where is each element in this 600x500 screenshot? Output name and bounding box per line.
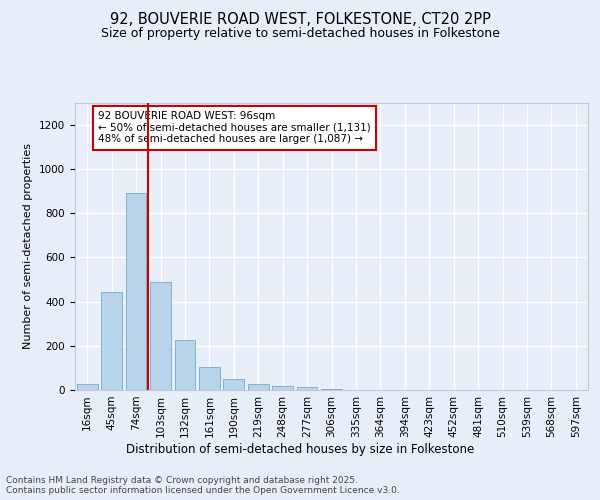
Bar (150, 282, 171, 390)
Bar (175, 340, 196, 390)
Text: Distribution of semi-detached houses by size in Folkestone: Distribution of semi-detached houses by … (126, 442, 474, 456)
Bar (321, 389, 342, 390)
Text: 92 BOUVERIE ROAD WEST: 96sqm
← 50% of semi-detached houses are smaller (1,131)
4: 92 BOUVERIE ROAD WEST: 96sqm ← 50% of se… (98, 111, 371, 144)
Bar (77, 384, 98, 390)
Text: Size of property relative to semi-detached houses in Folkestone: Size of property relative to semi-detach… (101, 28, 499, 40)
Bar (223, 379, 244, 390)
Text: Contains HM Land Registry data © Crown copyright and database right 2025.
Contai: Contains HM Land Registry data © Crown c… (6, 476, 400, 495)
Bar (296, 386, 317, 390)
Y-axis label: Number of semi-detached properties: Number of semi-detached properties (23, 143, 34, 350)
Bar (248, 384, 269, 390)
Bar (125, 193, 146, 390)
Text: 92, BOUVERIE ROAD WEST, FOLKESTONE, CT20 2PP: 92, BOUVERIE ROAD WEST, FOLKESTONE, CT20… (110, 12, 490, 28)
Bar (101, 292, 122, 390)
Bar (199, 367, 220, 390)
Bar (272, 386, 293, 390)
